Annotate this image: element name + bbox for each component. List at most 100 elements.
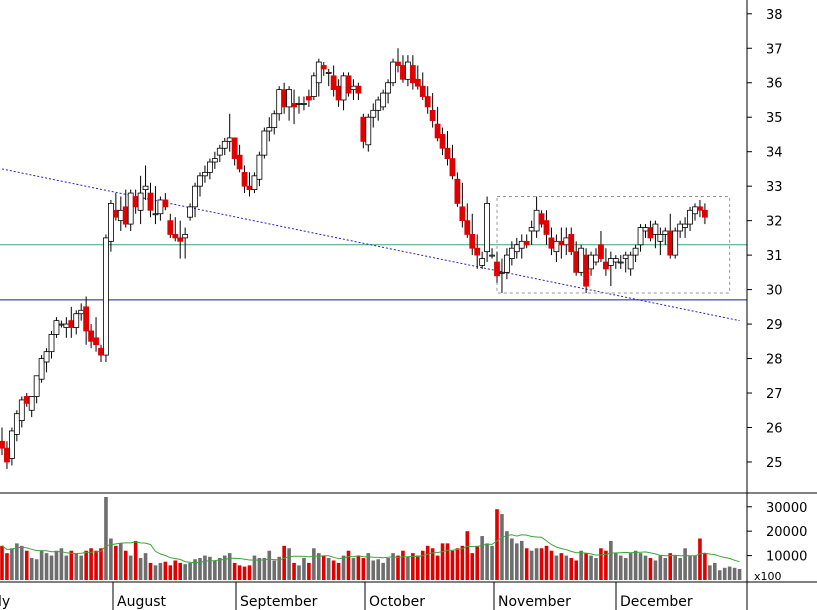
volume-bar <box>529 550 534 580</box>
volume-bar <box>128 555 133 580</box>
volume-bar <box>544 545 549 580</box>
volume-bar <box>465 531 470 580</box>
volume-bar <box>361 558 366 580</box>
candle-up <box>588 254 594 270</box>
volume-bar <box>143 553 148 580</box>
candle-down <box>23 396 30 404</box>
volume-bar <box>406 556 410 580</box>
volume-bar <box>569 558 574 580</box>
candle-up <box>687 209 693 225</box>
candle-down <box>345 75 352 94</box>
candle-down <box>93 337 99 346</box>
candle-down <box>439 134 446 149</box>
price-tick-label: 37 <box>766 42 783 57</box>
candle-up <box>662 230 669 235</box>
volume-bar <box>218 558 222 580</box>
volume-bar <box>227 553 232 580</box>
volume-bar <box>94 550 98 580</box>
trend-line <box>1 168 740 322</box>
volume-bar <box>277 556 281 580</box>
candle-up <box>642 227 649 232</box>
volume-bar <box>708 565 712 580</box>
volume-bar <box>232 562 237 580</box>
volume-bar <box>480 536 484 580</box>
candle-up <box>499 271 505 274</box>
candle-down <box>330 75 337 91</box>
volume-bar <box>633 550 638 580</box>
volume-bar <box>614 553 618 580</box>
volume-bar <box>282 545 286 580</box>
month-label: October <box>369 594 425 610</box>
volume-bar <box>183 564 187 580</box>
volume-bar <box>688 555 692 580</box>
candle-down <box>112 209 119 218</box>
volume-bar <box>20 545 24 580</box>
volume-unit-label: x100 <box>754 570 782 583</box>
candle-up <box>103 237 109 356</box>
volume-bar <box>599 548 603 580</box>
volume-bar <box>371 560 376 580</box>
candle-up <box>315 61 322 84</box>
volume-bar <box>114 545 118 580</box>
volume-bar <box>287 548 291 580</box>
volume-bar <box>703 553 707 580</box>
volume-bar <box>574 560 578 580</box>
candle-down <box>147 192 154 211</box>
candle-down <box>88 330 94 342</box>
volume-bar <box>331 560 336 580</box>
candle-down <box>424 96 431 108</box>
volume-bar <box>589 555 593 580</box>
candle-up <box>622 254 629 259</box>
volume-bar <box>252 555 257 580</box>
candle-up <box>117 209 124 222</box>
volume-bar <box>435 555 440 580</box>
candle-up <box>503 254 510 273</box>
candle-up <box>350 85 357 91</box>
candle-up <box>187 206 194 218</box>
candle-up <box>226 137 233 142</box>
volume-bar <box>732 567 737 580</box>
candle-up <box>617 261 624 264</box>
candle-up <box>370 109 377 118</box>
volume-bar <box>505 531 509 580</box>
candle-up <box>479 258 486 266</box>
volume-bar <box>84 550 88 580</box>
candle-down <box>543 220 550 235</box>
candle-up <box>13 413 20 435</box>
candle-up <box>296 103 302 105</box>
range-box <box>496 196 731 294</box>
volume-bar <box>445 543 450 580</box>
candle-down <box>335 85 342 101</box>
volume-bar <box>717 570 722 580</box>
volume-bar <box>272 560 277 580</box>
candle-down <box>647 227 654 239</box>
volume-bar <box>643 555 648 580</box>
candle-up <box>325 71 332 74</box>
volume-bar <box>49 555 54 580</box>
volume-bar <box>10 548 14 580</box>
candle-down <box>241 171 248 187</box>
candle-up <box>137 192 144 211</box>
month-label: September <box>240 594 318 610</box>
candle-down <box>177 237 184 242</box>
price-panel <box>0 48 747 469</box>
candle-up <box>489 254 495 257</box>
candle-down <box>454 178 461 204</box>
volume-bar <box>267 550 272 580</box>
candle-up <box>211 158 218 163</box>
volume-bar <box>559 553 564 580</box>
candle-up <box>256 154 263 180</box>
candle-up <box>261 130 268 156</box>
candle-down <box>409 65 416 84</box>
volume-bar <box>381 562 385 580</box>
candle-up <box>390 61 396 84</box>
volume-bar <box>213 560 217 580</box>
candle-up <box>627 254 634 270</box>
candle-down <box>603 261 609 270</box>
volume-bar <box>396 555 400 580</box>
candle-down <box>305 96 312 101</box>
volume-bar <box>425 545 430 580</box>
volume-bar <box>554 555 559 580</box>
volume-bar <box>490 545 494 580</box>
candle-down <box>697 206 703 211</box>
